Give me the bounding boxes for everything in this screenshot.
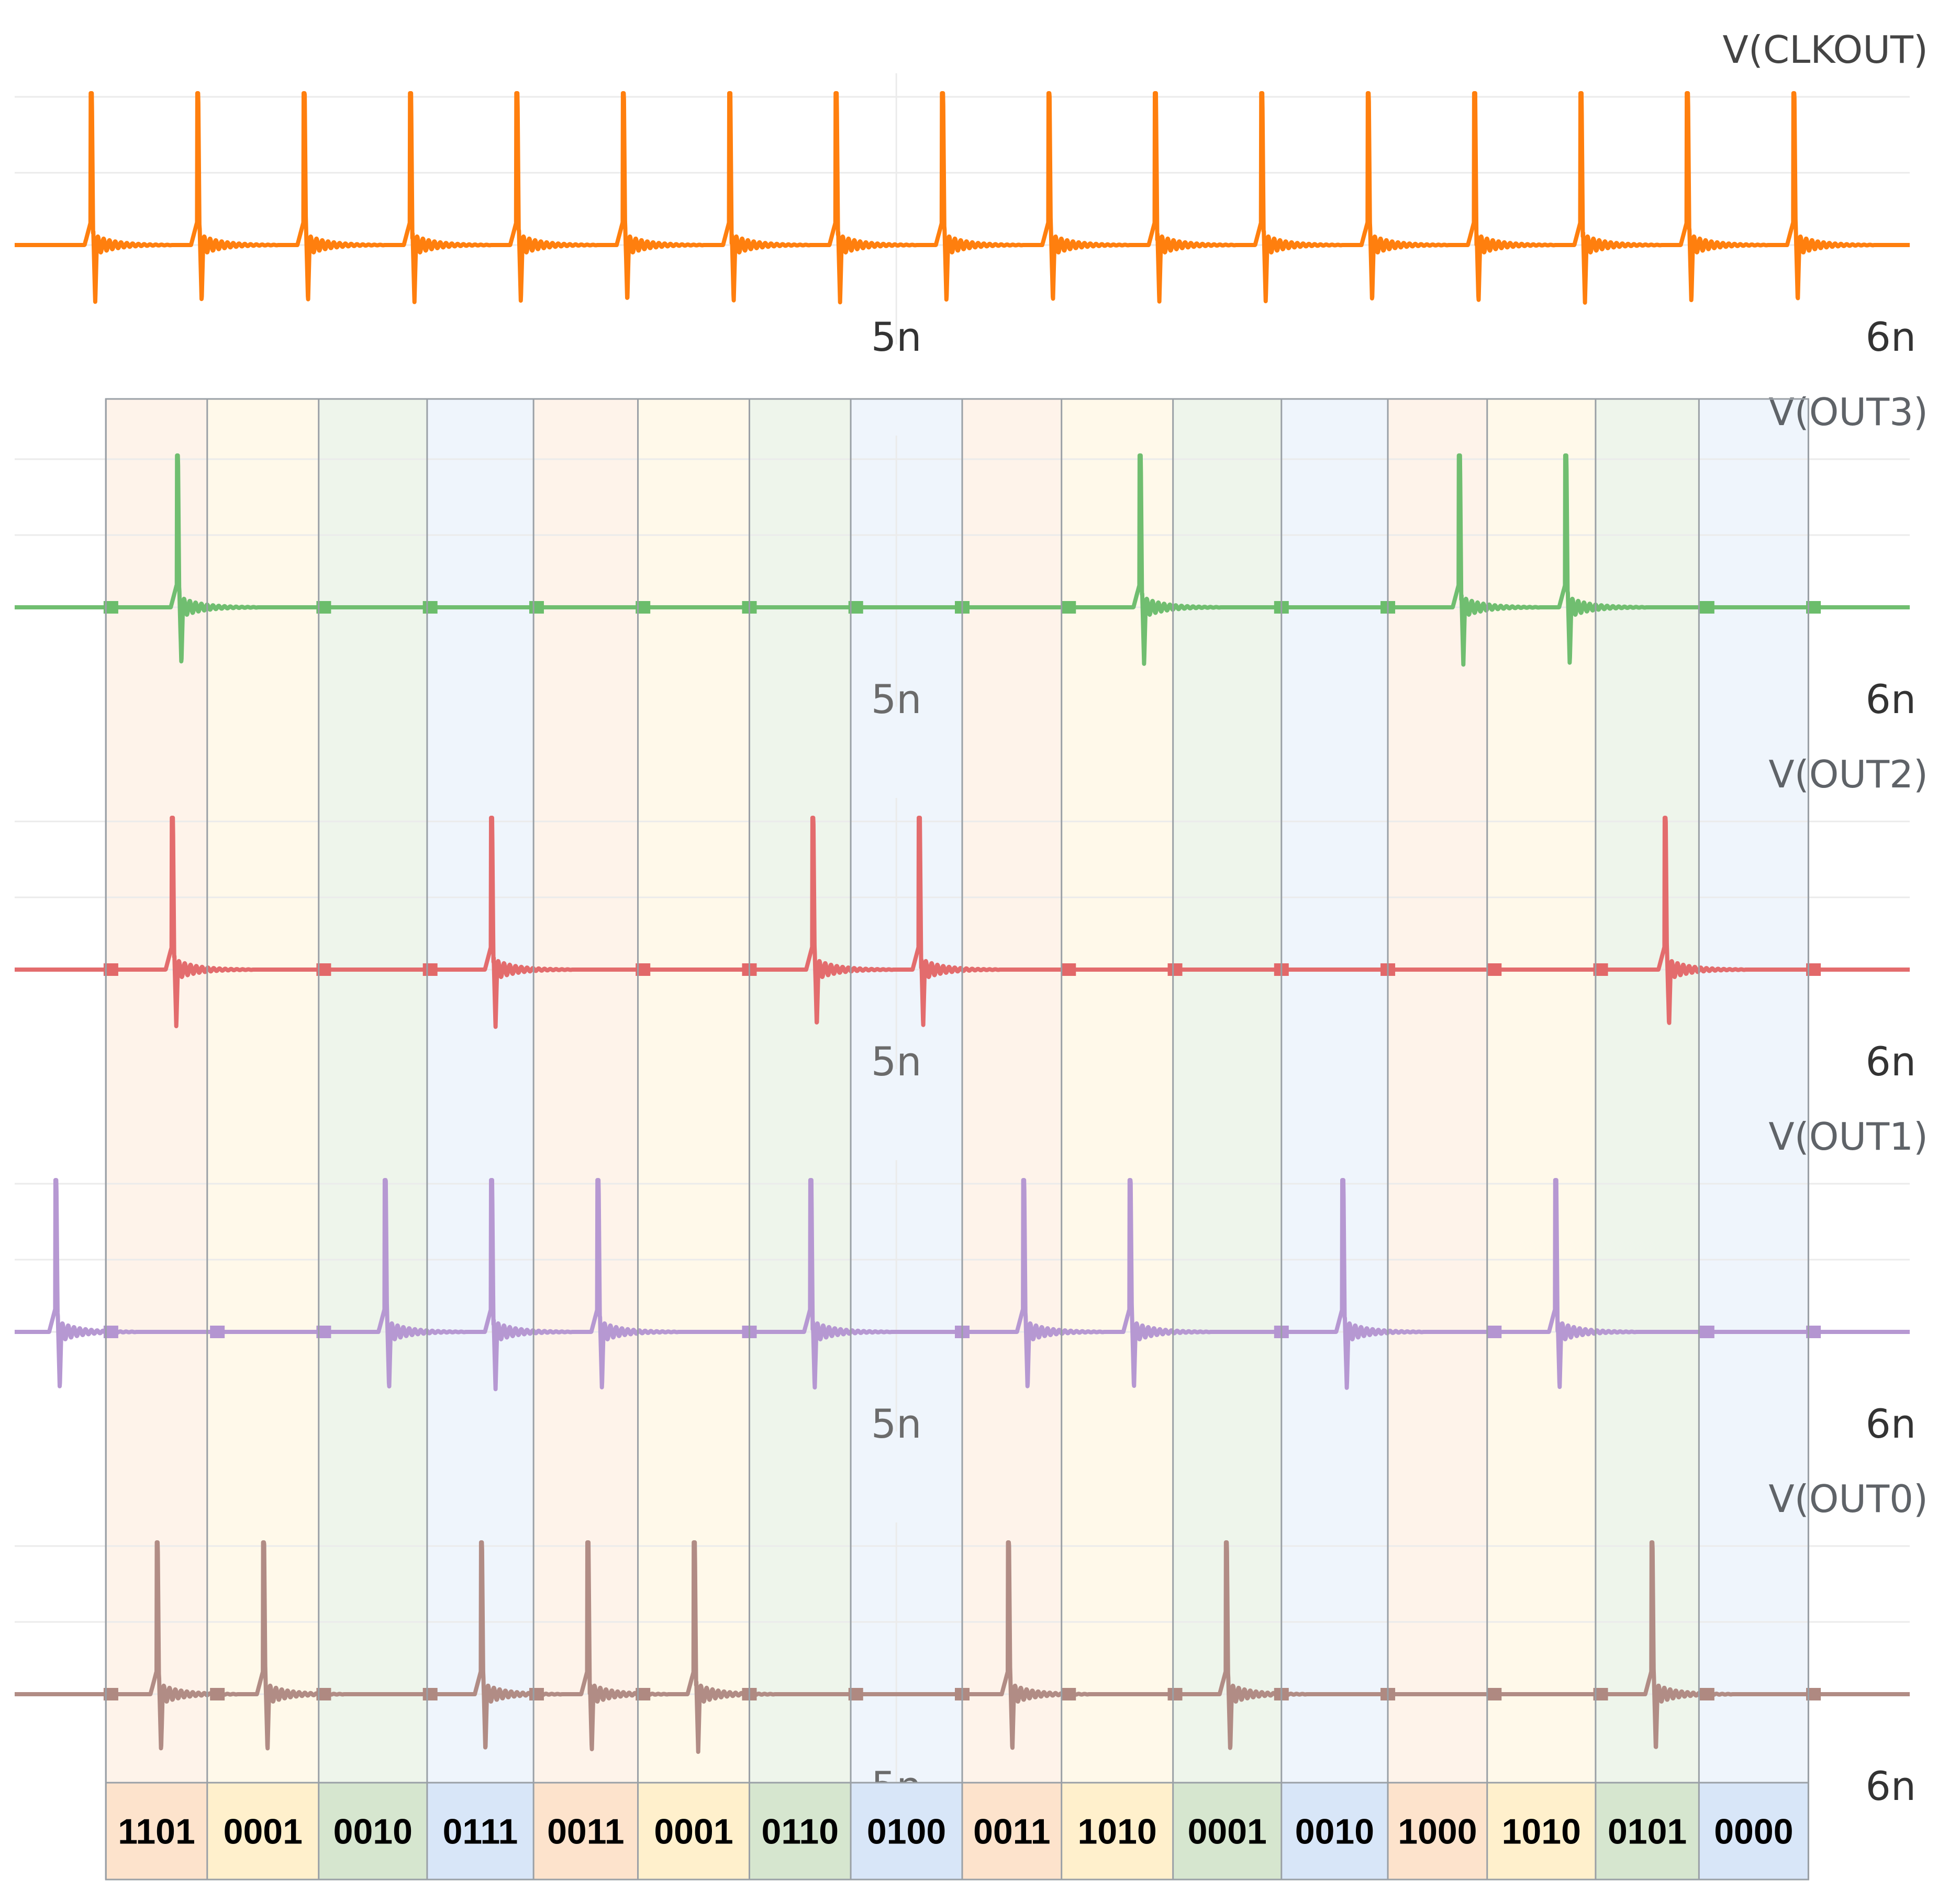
code-label: 1010 <box>1502 1812 1581 1852</box>
ripple-mark <box>1699 1326 1714 1338</box>
ripple-mark <box>1061 1688 1076 1700</box>
x-tick-label: 6n <box>1865 676 1916 722</box>
x-tick-label: 6n <box>1865 1763 1916 1809</box>
code-label: 0011 <box>547 1812 625 1852</box>
trace-title: V(OUT1) <box>1768 1115 1928 1159</box>
code-labels: 1101 0001 0010 0111 0011 0001 0110 0100 0011 1010… <box>105 398 1809 1881</box>
code-band <box>1388 399 1487 1783</box>
code-label: 1010 <box>1078 1812 1157 1852</box>
x-tick-label: 6n <box>1865 314 1916 360</box>
code-label: 0001 <box>654 1812 733 1852</box>
x-tick-label: 6n <box>1865 1038 1916 1085</box>
code-cell <box>1595 1783 1699 1880</box>
x-tick-label: 5n <box>871 1400 922 1447</box>
trace-title: V(OUT2) <box>1768 752 1928 796</box>
code-band <box>749 399 851 1783</box>
axis-labels: 5n 6n V(CLKOUT) 5n 6n V(OUT3) 5n 6n V(OUT2) 5n 6n V… <box>871 28 1928 1809</box>
band-outline <box>105 398 1809 1881</box>
code-cell <box>1388 1783 1487 1880</box>
code-band <box>1699 399 1809 1783</box>
code-label: 0000 <box>1714 1812 1793 1852</box>
code-label: 1101 <box>118 1812 195 1852</box>
ripple-mark <box>422 601 438 614</box>
code-cell <box>318 1783 427 1880</box>
ripple-mark <box>422 1688 438 1700</box>
x-tick-label: 5n <box>871 314 922 360</box>
code-label: 0010 <box>1295 1812 1374 1852</box>
ripple-mark <box>1487 963 1502 976</box>
code-label: 0001 <box>224 1812 303 1852</box>
code-cell <box>1173 1783 1282 1880</box>
code-label: 0001 <box>1188 1812 1267 1852</box>
ripple-mark <box>1699 601 1714 614</box>
code-band <box>962 399 1062 1783</box>
ripple-mark <box>210 1688 225 1700</box>
trace-line <box>13 91 1912 305</box>
code-cell <box>427 1783 534 1880</box>
x-tick-label: 5n <box>871 676 922 722</box>
ripple-mark <box>529 601 544 614</box>
ripple-mark <box>1487 1688 1502 1700</box>
code-cell <box>1487 1783 1596 1880</box>
ripple-mark <box>422 963 438 976</box>
code-label: 0110 <box>762 1812 839 1852</box>
code-band <box>1281 399 1388 1783</box>
ripple-mark <box>529 1688 544 1700</box>
ripple-mark <box>1061 963 1076 976</box>
code-label: 0101 <box>1608 1812 1687 1852</box>
ripple-mark <box>1699 1688 1714 1700</box>
code-cell <box>106 1783 207 1880</box>
code-band <box>851 399 962 1783</box>
x-tick-label: 5n <box>871 1038 922 1085</box>
code-cell <box>1061 1783 1173 1880</box>
trace-title: V(CLKOUT) <box>1723 28 1928 72</box>
code-cell <box>1281 1783 1388 1880</box>
code-band <box>1061 399 1173 1783</box>
code-cell <box>207 1783 319 1880</box>
ripple-mark <box>1487 1326 1502 1338</box>
code-cell <box>749 1783 851 1880</box>
code-label: 1000 <box>1398 1812 1477 1852</box>
code-cell <box>1699 1783 1809 1880</box>
code-band <box>1487 399 1596 1783</box>
code-cell <box>638 1783 750 1880</box>
code-label: 0100 <box>867 1812 946 1852</box>
ripple-mark <box>210 1326 225 1338</box>
code-cell <box>533 1783 638 1880</box>
code-band <box>1595 399 1699 1783</box>
trace-title: V(OUT3) <box>1768 390 1928 434</box>
code-cell <box>851 1783 962 1880</box>
ripple-mark <box>1061 601 1076 614</box>
x-tick-label: 6n <box>1865 1400 1916 1447</box>
ripple-mark <box>1167 963 1183 976</box>
code-band <box>318 399 427 1783</box>
code-cell <box>962 1783 1062 1880</box>
code-label: 0010 <box>333 1812 413 1852</box>
ripple-mark <box>1167 1688 1183 1700</box>
trace-title: V(OUT0) <box>1768 1477 1928 1521</box>
code-label: 0111 <box>443 1812 518 1852</box>
code-label: 0011 <box>973 1812 1051 1852</box>
